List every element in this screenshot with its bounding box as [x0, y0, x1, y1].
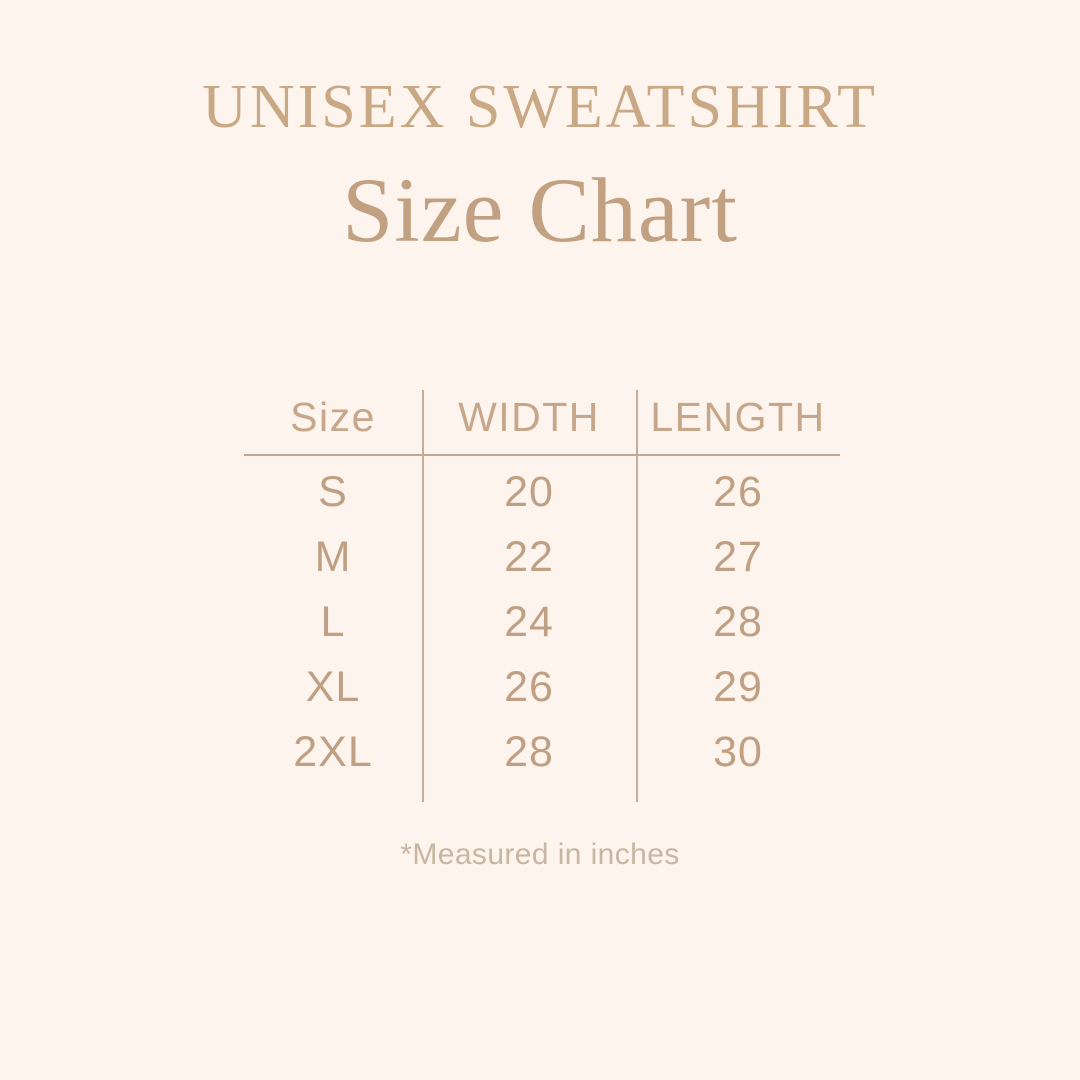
column-header-length: LENGTH	[650, 394, 826, 440]
column-header-size: Size	[290, 394, 376, 440]
cell-size: L	[320, 598, 346, 646]
title-block: UNISEX SWEATSHIRT Size Chart	[0, 76, 1080, 256]
cell-width: 28	[504, 728, 554, 776]
cell-length: 29	[713, 663, 763, 711]
table-grid: Size WIDTH LENGTH S 20 26 M 22 27 L 24	[244, 386, 840, 802]
header-rule	[244, 454, 840, 456]
column-header-width: WIDTH	[458, 394, 600, 440]
cell-width: 22	[504, 533, 554, 581]
cell-size: 2XL	[293, 728, 373, 776]
measurement-note: *Measured in inches	[400, 838, 680, 871]
size-table: Size WIDTH LENGTH S 20 26 M 22 27 L 24	[244, 386, 840, 802]
cell-length: 30	[713, 728, 763, 776]
cell-length: 27	[713, 533, 763, 581]
page-title: UNISEX SWEATSHIRT	[202, 73, 878, 141]
cell-length: 26	[713, 468, 763, 516]
page-subtitle: Size Chart	[342, 159, 738, 261]
table-row: S 20 26	[244, 460, 840, 525]
table-header-row: Size WIDTH LENGTH	[244, 386, 840, 454]
cell-size: XL	[305, 663, 361, 711]
table-row: M 22 27	[244, 525, 840, 590]
cell-width: 20	[504, 468, 554, 516]
column-divider-2	[636, 390, 638, 802]
table-row: L 24 28	[244, 590, 840, 655]
table-body: S 20 26 M 22 27 L 24 28 XL 26 29	[244, 454, 840, 785]
cell-width: 26	[504, 663, 554, 711]
cell-size: S	[318, 468, 348, 516]
column-divider-1	[422, 390, 424, 802]
cell-size: M	[314, 533, 352, 581]
cell-width: 24	[504, 598, 554, 646]
cell-length: 28	[713, 598, 763, 646]
table-row: XL 26 29	[244, 655, 840, 720]
table-row: 2XL 28 30	[244, 720, 840, 785]
